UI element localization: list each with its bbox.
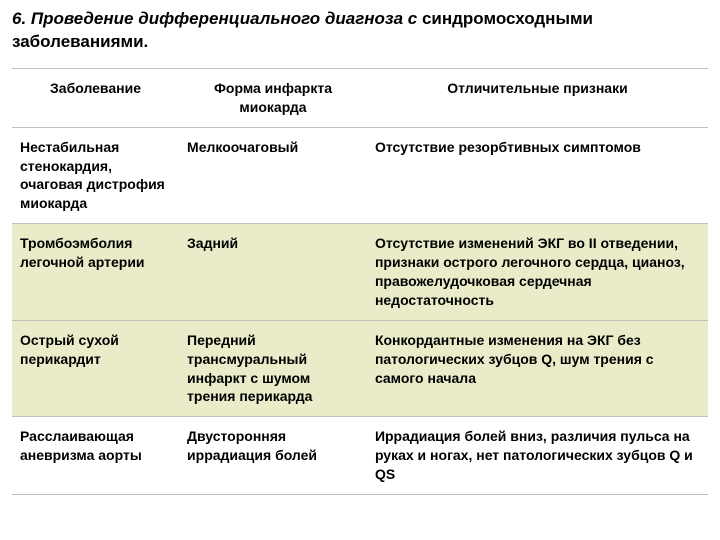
table-row: Расслаивающая аневризма аорты Двусторонн… <box>12 417 708 495</box>
cell-form: Передний трансмуральный инфаркт с шумом … <box>179 320 367 417</box>
differential-diagnosis-table: Заболевание Форма инфаркта миокарда Отли… <box>12 68 708 495</box>
cell-signs: Отсутствие изменений ЭКГ во II отведении… <box>367 224 708 321</box>
section-title: 6. Проведение дифференциального диагноза… <box>12 8 708 54</box>
cell-signs: Иррадиация болей вниз, различия пульса н… <box>367 417 708 495</box>
cell-disease: Тромбоэмболия легочной артерии <box>12 224 179 321</box>
cell-disease: Расслаивающая аневризма аорты <box>12 417 179 495</box>
title-part3: синдромосходными <box>422 9 593 28</box>
cell-form: Мелкоочаговый <box>179 127 367 224</box>
cell-disease: Нестабильная стенокардия, очаговая дистр… <box>12 127 179 224</box>
cell-signs: Отсутствие резорбтивных симптомов <box>367 127 708 224</box>
cell-signs: Конкордантные изменения на ЭКГ без патол… <box>367 320 708 417</box>
title-part1: 6. Проведение дифференциального диагноза <box>12 9 403 28</box>
table-row: Нестабильная стенокардия, очаговая дистр… <box>12 127 708 224</box>
column-header-disease: Заболевание <box>12 68 179 127</box>
cell-form: Двусторонняя иррадиация болей <box>179 417 367 495</box>
column-header-signs: Отличительные признаки <box>367 68 708 127</box>
table-row: Тромбоэмболия легочной артерии Задний От… <box>12 224 708 321</box>
cell-disease: Острый сухой перикардит <box>12 320 179 417</box>
title-part4: заболеваниями. <box>12 32 148 51</box>
table-header-row: Заболевание Форма инфаркта миокарда Отли… <box>12 68 708 127</box>
table-row: Острый сухой перикардит Передний трансму… <box>12 320 708 417</box>
title-part2: с <box>403 9 422 28</box>
cell-form: Задний <box>179 224 367 321</box>
column-header-form: Форма инфаркта миокарда <box>179 68 367 127</box>
